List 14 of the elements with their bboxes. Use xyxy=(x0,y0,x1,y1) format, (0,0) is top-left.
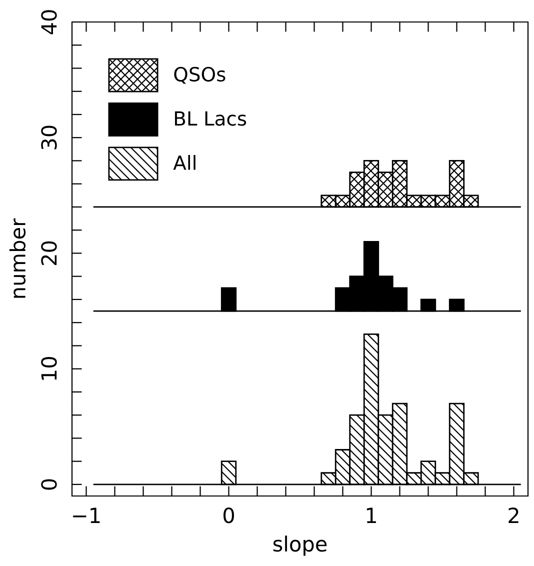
legend-label: QSOs xyxy=(174,66,226,84)
x-tick-label: 1 xyxy=(366,508,376,523)
y-tick-label: 10 xyxy=(41,356,57,380)
legend-label: All xyxy=(173,155,196,170)
y-tick-label: 0 xyxy=(41,479,57,490)
y-tick-label: 20 xyxy=(41,241,57,265)
y-tick-label: 30 xyxy=(41,126,57,150)
legend-label: BL Lacs xyxy=(175,111,246,126)
x-tick-label: 0 xyxy=(223,507,234,524)
x-axis-title: slope xyxy=(273,536,327,556)
x-tick-label: 2 xyxy=(508,507,518,523)
x-tick-label: −1 xyxy=(73,508,100,523)
y-tick-label: 40 xyxy=(41,10,57,34)
y-axis-title: number xyxy=(9,218,26,298)
